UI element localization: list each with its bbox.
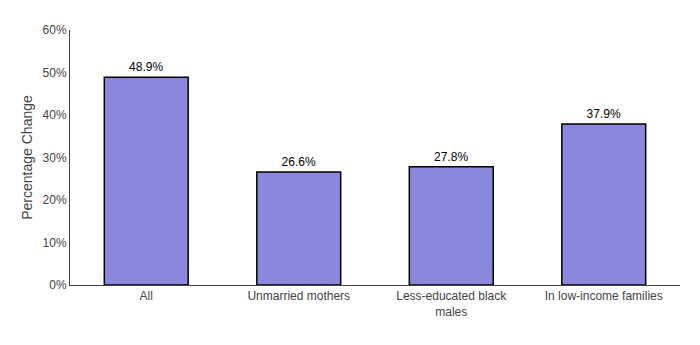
svg-text:48.9%: 48.9%: [129, 60, 163, 74]
svg-text:50%: 50%: [43, 66, 67, 80]
svg-text:26.6%: 26.6%: [282, 155, 316, 169]
svg-text:27.8%: 27.8%: [434, 150, 468, 164]
svg-text:20%: 20%: [43, 193, 67, 207]
svg-text:37.9%: 37.9%: [587, 107, 621, 121]
svg-text:All: All: [140, 289, 153, 303]
svg-text:Less-educated blackmales: Less-educated blackmales: [396, 289, 507, 319]
svg-text:40%: 40%: [43, 108, 67, 122]
svg-text:Unmarried mothers: Unmarried mothers: [247, 289, 350, 303]
svg-text:60%: 60%: [43, 23, 67, 37]
svg-text:Percentage Change: Percentage Change: [19, 95, 35, 220]
svg-text:In low-income families: In low-income families: [545, 289, 663, 303]
svg-text:30%: 30%: [43, 151, 67, 165]
svg-text:10%: 10%: [43, 236, 67, 250]
svg-text:0%: 0%: [49, 278, 67, 292]
